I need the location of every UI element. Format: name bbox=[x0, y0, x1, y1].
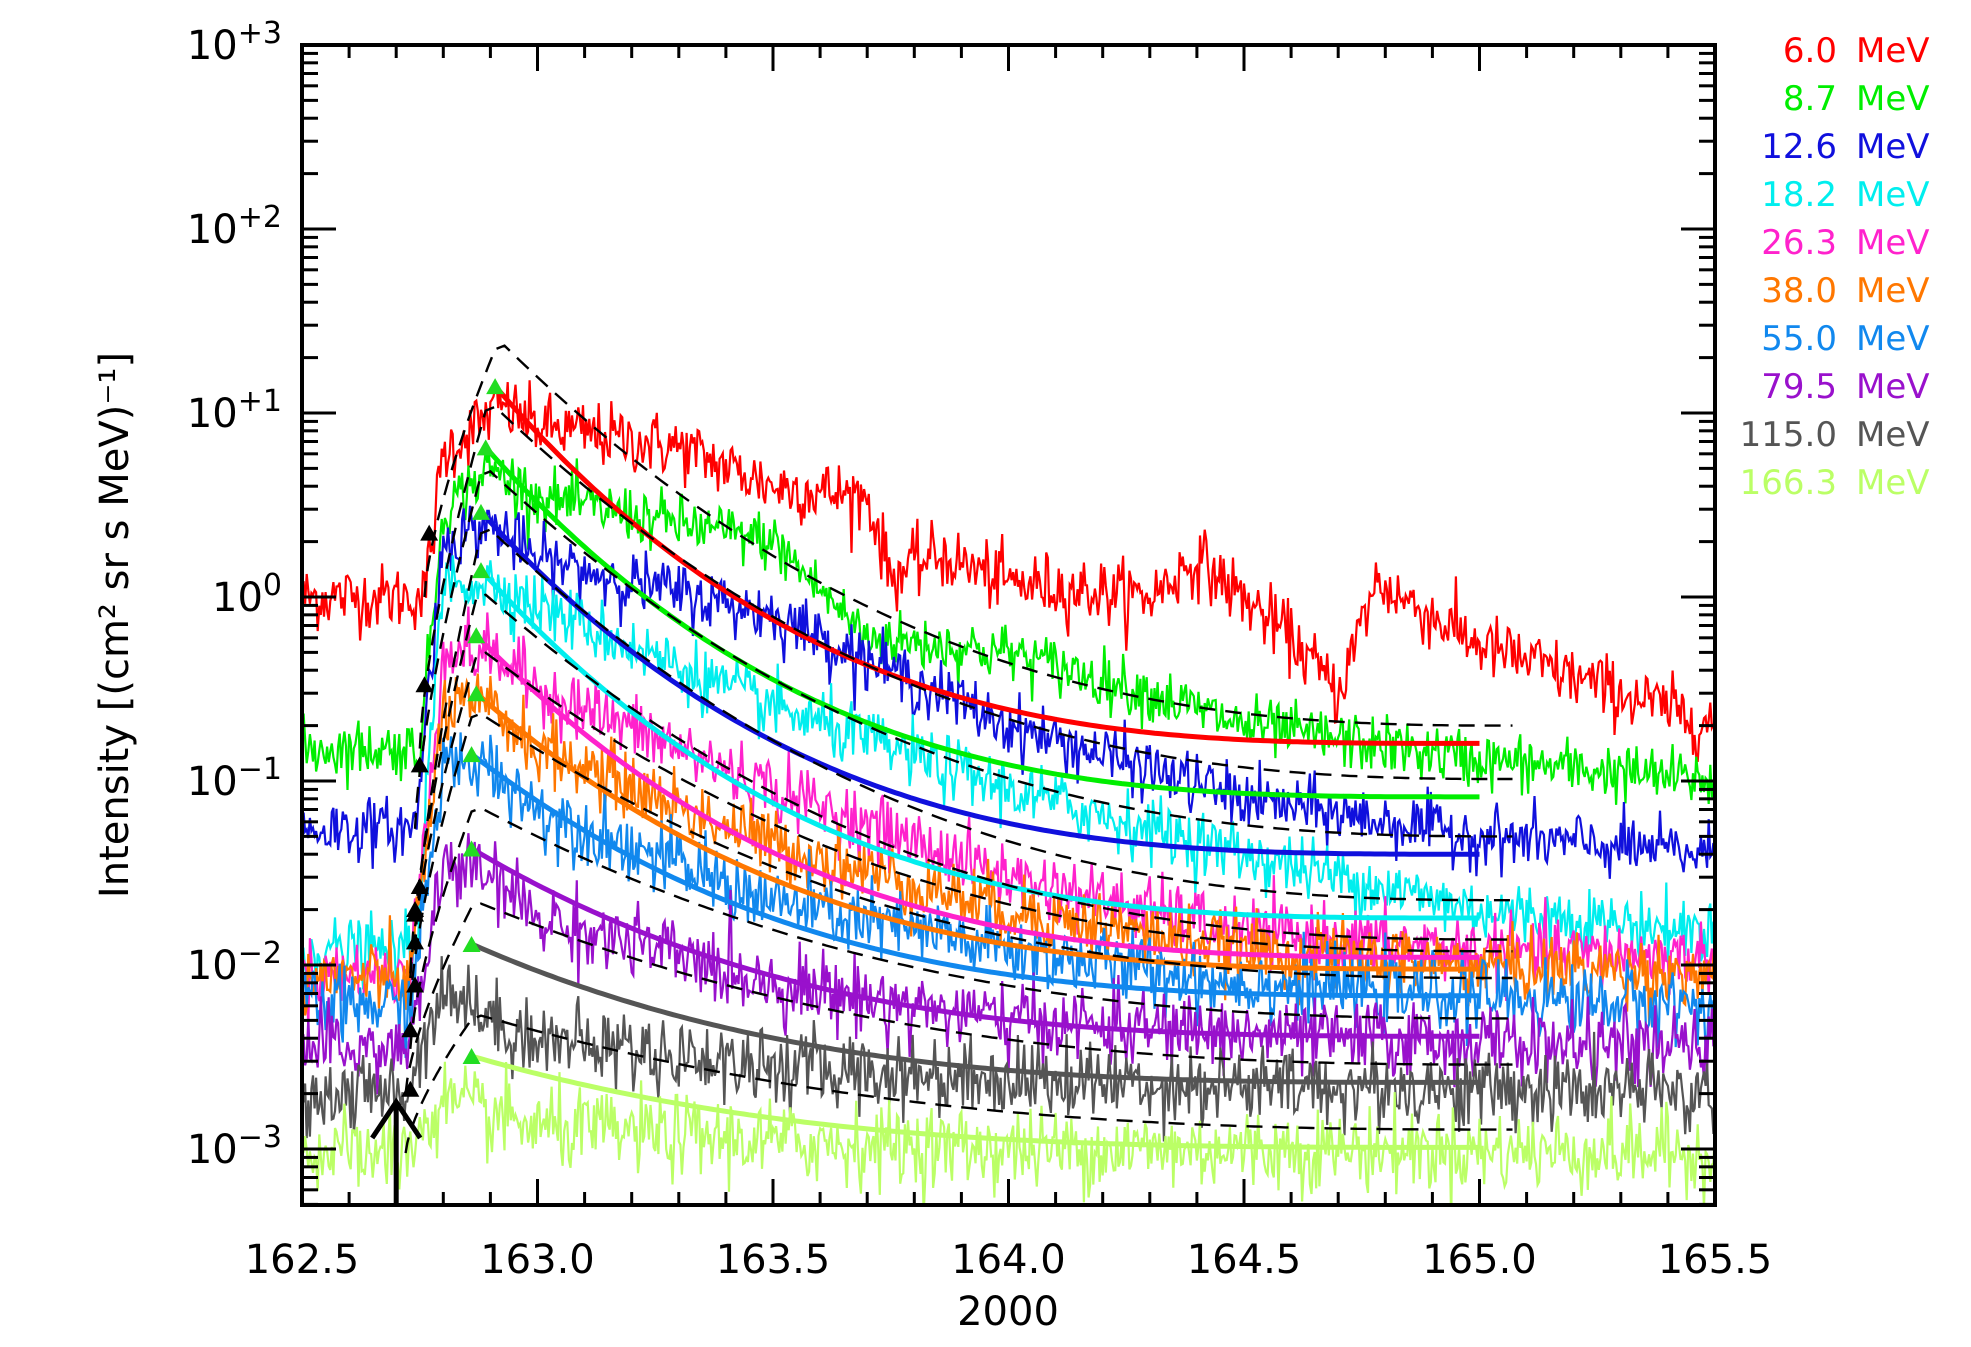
onset-marker-18.2 bbox=[410, 878, 429, 895]
model-fit-79.5 bbox=[470, 846, 1480, 1039]
x-tick-label: 164.0 bbox=[951, 1237, 1066, 1283]
y-tick-label: 10+1 bbox=[187, 384, 282, 437]
legend-unit: MeV bbox=[1856, 127, 1930, 167]
series-line-6.0 bbox=[302, 380, 1715, 763]
peak-marker-38.0 bbox=[467, 685, 486, 702]
onset-marker-115.0 bbox=[401, 1021, 420, 1038]
onset-arrow-icon bbox=[370, 1097, 423, 1205]
x-tick-label: 163.5 bbox=[716, 1237, 831, 1283]
model-fit-12.6 bbox=[479, 510, 1480, 857]
dashed-fit-18.2 bbox=[413, 528, 1513, 951]
legend-energy: 166.3 bbox=[1740, 463, 1837, 503]
onset-marker-55.0 bbox=[406, 933, 425, 950]
legend: 6.0 MeV 8.7 MeV 12.6 MeV 18.2 MeV 26.3 MeV 38.0 MeV… bbox=[1740, 31, 1930, 503]
legend-item: 38.0 MeV bbox=[1761, 271, 1929, 311]
fit-layer bbox=[404, 344, 1513, 1154]
peak-marker-115.0 bbox=[462, 936, 481, 953]
onset-marker-79.5 bbox=[406, 976, 425, 993]
dashed-fit-115.0 bbox=[404, 902, 1513, 1094]
series-line-115.0 bbox=[302, 956, 1715, 1142]
model-fit-38.0 bbox=[474, 691, 1480, 972]
onset-marker-8.7 bbox=[415, 676, 434, 693]
legend-energy: 18.2 bbox=[1761, 175, 1837, 215]
model-fit-166.3 bbox=[470, 1053, 1480, 1150]
x-axis-title: 2000 bbox=[957, 1289, 1059, 1335]
legend-energy: 79.5 bbox=[1761, 367, 1837, 407]
dashed-fit-79.5 bbox=[409, 806, 1513, 1050]
model-fit-55.0 bbox=[470, 752, 1480, 999]
legend-energy: 38.0 bbox=[1761, 271, 1837, 311]
peak-marker-79.5 bbox=[462, 840, 481, 857]
peak-marker-8.7 bbox=[476, 439, 495, 456]
y-tick-label: 10−1 bbox=[187, 752, 282, 805]
y-tick-label: 100 bbox=[212, 568, 282, 621]
dashed-fit-26.3 bbox=[409, 593, 1513, 974]
x-tick-label: 165.5 bbox=[1658, 1237, 1773, 1283]
peak-marker-166.3 bbox=[462, 1048, 481, 1065]
dashed-fit-8.7 bbox=[418, 405, 1513, 781]
legend-energy: 12.6 bbox=[1761, 127, 1837, 167]
y-tick-label: 10+3 bbox=[187, 16, 282, 69]
legend-item: 6.0 MeV bbox=[1783, 31, 1930, 71]
y-axis-title: Intensity [(cm² sr s MeV)⁻¹] bbox=[92, 352, 138, 898]
onset-marker-12.6 bbox=[410, 756, 429, 773]
legend-item: 8.7 MeV bbox=[1783, 79, 1930, 119]
dashed-fit-166.3 bbox=[404, 1014, 1513, 1154]
peak-marker-26.3 bbox=[467, 627, 486, 644]
legend-unit: MeV bbox=[1856, 175, 1930, 215]
legend-energy: 26.3 bbox=[1761, 223, 1837, 263]
legend-energy: 115.0 bbox=[1740, 415, 1837, 455]
peak-marker-18.2 bbox=[471, 562, 490, 579]
y-tick-label: 10−3 bbox=[187, 1120, 282, 1173]
peak-marker-12.6 bbox=[471, 503, 490, 520]
legend-item: 26.3 MeV bbox=[1761, 223, 1929, 263]
y-tick-label: 10+2 bbox=[187, 200, 282, 253]
dashed-fit-6.0 bbox=[423, 344, 1513, 727]
legend-energy: 6.0 bbox=[1783, 31, 1837, 71]
dashed-fit-38.0 bbox=[409, 651, 1513, 979]
legend-unit: MeV bbox=[1856, 319, 1930, 359]
legend-unit: MeV bbox=[1856, 79, 1930, 119]
legend-item: 115.0 MeV bbox=[1740, 415, 1930, 455]
onset-marker-6.0 bbox=[420, 524, 439, 541]
series-line-8.7 bbox=[302, 450, 1715, 805]
x-tick-label: 163.0 bbox=[480, 1237, 595, 1283]
model-fit-6.0 bbox=[493, 384, 1480, 746]
series-line-166.3 bbox=[302, 1061, 1715, 1205]
legend-item: 79.5 MeV bbox=[1761, 367, 1929, 407]
series-line-38.0 bbox=[302, 673, 1715, 1026]
legend-item: 55.0 MeV bbox=[1761, 319, 1929, 359]
onset-marker-38.0 bbox=[406, 905, 425, 922]
x-tick-label: 162.5 bbox=[245, 1237, 360, 1283]
legend-item: 18.2 MeV bbox=[1761, 175, 1929, 215]
legend-energy: 8.7 bbox=[1783, 79, 1837, 119]
legend-energy: 55.0 bbox=[1761, 319, 1837, 359]
legend-unit: MeV bbox=[1856, 31, 1930, 71]
y-tick-label: 10−2 bbox=[187, 936, 282, 989]
onset-marker-166.3 bbox=[401, 1080, 420, 1097]
peak-marker-6.0 bbox=[486, 378, 505, 395]
x-tick-label: 165.0 bbox=[1422, 1237, 1537, 1283]
legend-item: 12.6 MeV bbox=[1761, 127, 1929, 167]
marker-layer bbox=[401, 378, 505, 1097]
peak-marker-55.0 bbox=[462, 746, 481, 763]
dashed-fit-55.0 bbox=[409, 712, 1513, 1006]
legend-unit: MeV bbox=[1856, 367, 1930, 407]
y-tick-labels: 10−3 10−2 10−1 100 10+1 10+2 10+3 bbox=[187, 16, 282, 1173]
x-tick-label: 164.5 bbox=[1187, 1237, 1302, 1283]
x-tick-labels: 162.5 163.0 163.5 164.0 164.5 165.0 165.5 bbox=[245, 1237, 1773, 1283]
legend-item: 166.3 MeV bbox=[1740, 463, 1930, 503]
model-fit-26.3 bbox=[474, 633, 1480, 960]
onset-arrow-head bbox=[370, 1097, 423, 1140]
dashed-fit-12.6 bbox=[413, 470, 1513, 838]
legend-unit: MeV bbox=[1856, 223, 1930, 263]
legend-unit: MeV bbox=[1856, 271, 1930, 311]
ticks-layer bbox=[300, 43, 1717, 1206]
legend-unit: MeV bbox=[1856, 415, 1930, 455]
legend-unit: MeV bbox=[1856, 463, 1930, 503]
model-fit-18.2 bbox=[479, 568, 1480, 921]
model-fit-115.0 bbox=[470, 941, 1480, 1085]
